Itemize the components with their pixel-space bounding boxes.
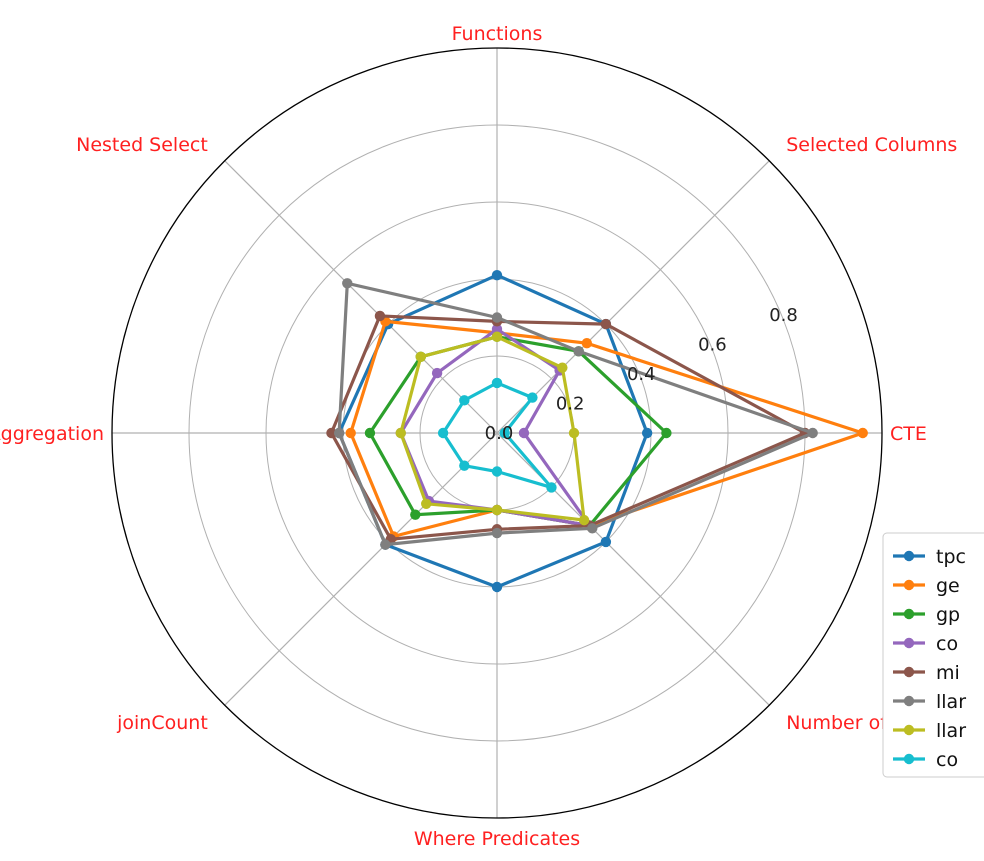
series-3-point-2 xyxy=(491,323,503,335)
series-2-point-5 xyxy=(410,509,421,520)
series-1-point-4 xyxy=(345,427,356,439)
legend-label-0: tpc xyxy=(936,546,966,568)
legend-label-3: co xyxy=(936,633,958,655)
series-6-point-1 xyxy=(557,362,568,373)
series-3-point-0 xyxy=(518,427,530,439)
legend: tpc ge gp co mi llar llar co xyxy=(882,532,984,778)
series-5 xyxy=(333,278,818,550)
series-5-point-1 xyxy=(573,346,584,357)
outer-frame xyxy=(111,47,883,819)
series-7-point-3 xyxy=(459,395,470,406)
axis-label-3: Nested Select xyxy=(76,134,208,156)
legend-swatch-marker-7 xyxy=(903,753,915,765)
radial-tick-labels: 0.0 0.2 0.4 0.6 0.8 xyxy=(485,305,798,444)
series-2-point-0 xyxy=(661,427,672,439)
series-5-point-6 xyxy=(491,527,503,539)
axis-label-0: CTE xyxy=(890,423,927,445)
legend-label-6: llar xyxy=(936,720,966,742)
axis-label-4: Aggregation xyxy=(0,423,104,445)
series-3-point-3 xyxy=(431,367,443,379)
series-5-point-5 xyxy=(380,539,391,550)
rtick-label-0: 0.0 xyxy=(485,423,514,444)
series-5-point-4 xyxy=(333,427,345,439)
legend-label-5: llar xyxy=(936,691,966,713)
series-7-point-1 xyxy=(527,392,538,403)
spoke-3 xyxy=(224,160,498,434)
series-7-point-7 xyxy=(546,482,557,493)
series-7-point-4 xyxy=(437,427,449,439)
legend-swatch-marker-4 xyxy=(903,666,915,678)
series-0-point-2 xyxy=(491,269,503,281)
series-1-point-0 xyxy=(857,427,868,439)
series-2-point-4 xyxy=(364,427,376,439)
grid-circle-3 xyxy=(265,201,729,665)
legend-box xyxy=(882,532,984,778)
legend-label-1: ge xyxy=(936,575,960,597)
legend-swatch-marker-3 xyxy=(903,637,915,649)
axis-label-5: joinCount xyxy=(116,712,208,734)
rtick-label-3: 0.6 xyxy=(698,335,727,356)
series-5-point-3 xyxy=(342,278,353,289)
legend-label-7: co xyxy=(936,749,958,771)
series-6-point-6 xyxy=(491,504,503,516)
spoke-5 xyxy=(224,432,498,706)
legend-label-4: mi xyxy=(936,662,960,684)
series-5-point-0 xyxy=(807,427,818,439)
series-5-point-2 xyxy=(491,312,503,323)
axis-label-1: Selected Columns xyxy=(786,134,957,156)
series-0-point-6 xyxy=(491,581,503,593)
series-6-point-2 xyxy=(491,331,503,342)
series-7-point-5 xyxy=(459,460,470,471)
series-0-point-7 xyxy=(600,536,612,548)
legend-swatch-marker-0 xyxy=(903,550,915,562)
series-7-point-2 xyxy=(491,377,503,389)
rtick-label-4: 0.8 xyxy=(769,305,798,326)
series-7-point-0 xyxy=(499,427,510,439)
series-4-point-1 xyxy=(600,318,612,330)
series-layer xyxy=(326,269,868,593)
legend-swatch-marker-1 xyxy=(903,579,915,591)
series-6-point-0 xyxy=(568,427,580,439)
rtick-label-2: 0.4 xyxy=(627,364,656,385)
series-0-point-0 xyxy=(641,427,653,439)
series-4-point-4 xyxy=(326,427,337,439)
series-5-point-7 xyxy=(587,523,598,534)
spoke-1 xyxy=(496,160,770,434)
axis-label-6: Where Predicates xyxy=(414,828,580,850)
series-2 xyxy=(364,331,672,531)
legend-swatch-marker-6 xyxy=(903,724,915,736)
axis-label-2: Functions xyxy=(452,23,543,45)
series-7-point-6 xyxy=(491,466,503,477)
series-6-point-3 xyxy=(415,351,426,362)
legend-label-2: gp xyxy=(936,604,960,626)
series-6-point-7 xyxy=(578,514,590,526)
series-6 xyxy=(395,331,590,526)
series-6-point-5 xyxy=(421,498,432,509)
rtick-label-1: 0.2 xyxy=(556,394,585,415)
series-6-point-4 xyxy=(395,427,406,439)
series-4-point-3 xyxy=(374,310,386,322)
legend-swatch-marker-5 xyxy=(903,695,915,707)
legend-swatch-marker-2 xyxy=(903,608,915,620)
series-7 xyxy=(437,377,557,493)
series-1-point-1 xyxy=(581,337,593,349)
